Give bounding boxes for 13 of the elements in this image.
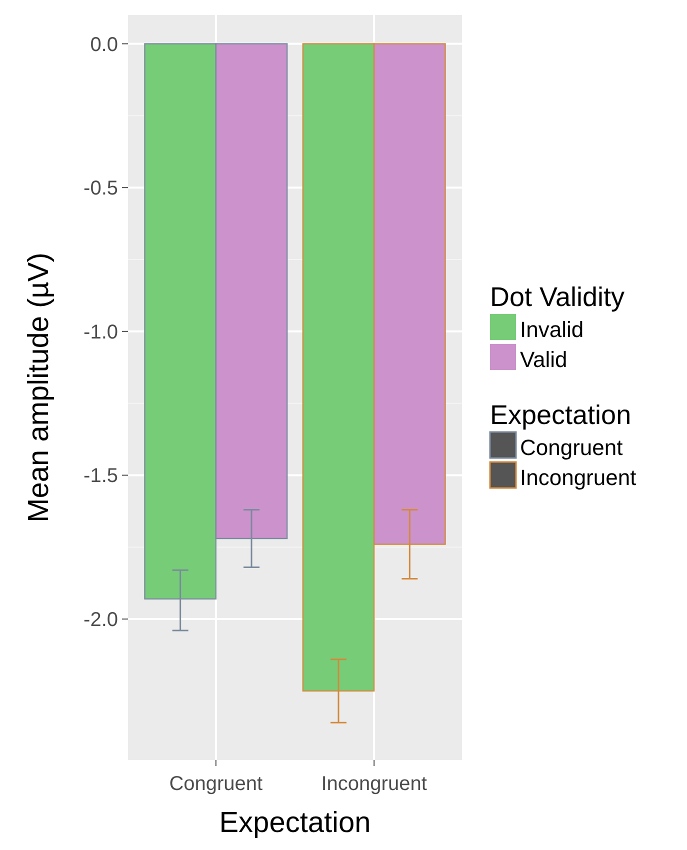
legend-title: Dot Validity — [490, 282, 626, 312]
category-label: Incongruent — [520, 465, 636, 490]
x-axis-title: Expectation — [490, 400, 632, 430]
y-tick-label: -2.0 — [84, 609, 118, 632]
text: Expectation — [219, 807, 371, 839]
y-tick-label: -1.0 — [84, 321, 118, 344]
y-tick-label: 0.0 — [90, 34, 118, 56]
category-label: Congruent — [520, 435, 623, 460]
legend-label: Valid — [520, 347, 568, 372]
y-tick-label: -0.5 — [84, 178, 118, 200]
y-axis-title: Mean amplitude (µV) — [23, 252, 55, 522]
legend-label: Invalid — [520, 317, 584, 342]
y-tick-label: -1.5 — [84, 465, 118, 488]
